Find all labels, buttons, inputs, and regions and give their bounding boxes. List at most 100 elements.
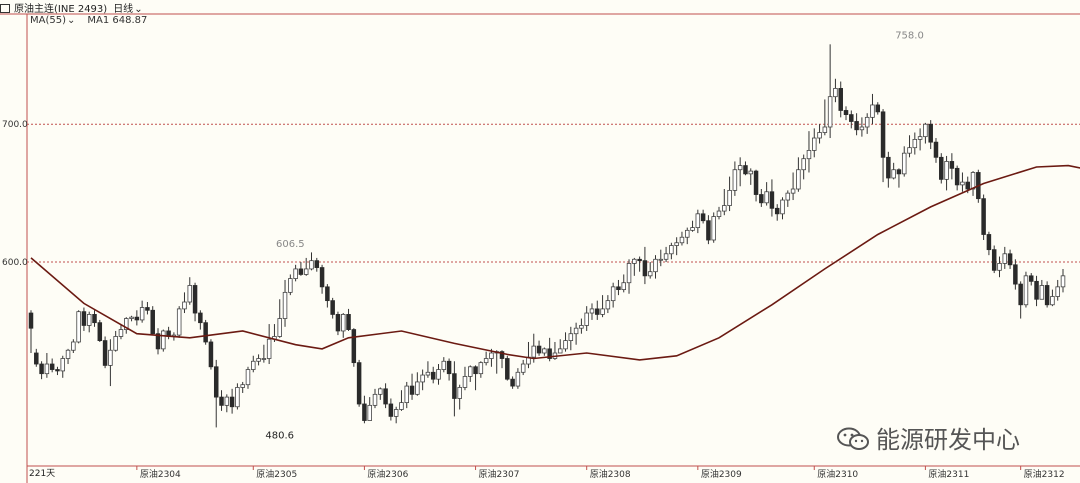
candle-up [340,314,346,332]
candle-up [732,169,738,191]
candle-down [536,345,542,354]
candle-down [1013,264,1018,285]
candle-up [483,358,489,364]
x-tick-label: 原油2305 [256,468,297,480]
candle-up [71,341,76,351]
candle-down [28,312,34,329]
candle-up [827,96,833,128]
x-tick-label: 原油2306 [367,468,408,480]
candle-up [658,258,664,261]
candle-up [716,210,722,217]
candle-up [161,330,166,350]
extreme-value-label: 606.5 [276,239,305,250]
x-tick-label: 原油2304 [140,468,181,480]
candle-up [367,404,372,421]
candle-down [213,366,219,398]
candle-up [462,376,468,388]
candle-down [1018,283,1023,306]
candle-up [1060,275,1066,288]
chart-header: 原油主连(INE 2493) 日线⌄ [0,0,155,15]
candle-down [314,260,320,268]
x-tick-label: 原油2309 [701,468,742,480]
instrument-title[interactable]: 原油主连(INE 2493) [14,4,108,15]
candle-up [118,329,124,337]
candle-down [102,340,108,366]
candle-up [589,308,595,314]
candle-up [457,387,462,399]
candle-up [277,318,282,337]
candle-up [722,205,727,212]
candle-up [891,169,896,179]
candle-down [155,333,161,350]
candle-up [425,371,431,376]
candle-up [790,188,796,194]
candle-down [547,348,552,359]
candle-down [1044,285,1050,306]
candle-up [796,169,801,190]
candle-up [415,381,420,395]
candle-down [388,403,394,417]
candle-up [520,363,526,373]
candle-up [663,253,669,260]
candle-up [76,311,81,343]
candle-up [378,388,383,395]
candle-up [817,132,822,139]
candle-down [145,307,150,311]
ma-line [30,164,1080,361]
candle-up [917,136,923,140]
candle-up [647,271,653,277]
candle-up [944,161,949,180]
candle-down [362,403,367,421]
candle-down [700,213,706,222]
ma-selector[interactable]: MA(55)⌄ [30,15,81,26]
x-tick-label: 原油2311 [928,468,969,480]
extreme-value-label: 758.0 [895,30,924,41]
candle-up [801,158,806,171]
candle-down [849,114,854,122]
candle-up [224,396,230,406]
extreme-value-label: 480.6 [265,431,294,442]
candle-down [219,396,224,406]
candle-up [436,369,441,380]
candle-down [981,198,986,235]
candle-up [404,385,410,404]
candle-up [187,285,193,303]
candle-up [293,268,298,279]
candle-down [150,309,155,335]
period-selector[interactable]: 日线⌄ [113,4,148,15]
candle-up [859,126,865,131]
y-tick-label: 600.0 [2,258,28,268]
candle-up [372,393,378,406]
candle-up [60,358,66,372]
candle-down [203,322,208,343]
candle-up [901,152,907,175]
candle-up [764,191,769,204]
candle-down [743,165,748,175]
x-tick-label: 原油2310 [817,468,858,480]
candle-up [420,374,425,383]
window-icon[interactable] [0,4,10,13]
candle-down [430,371,436,380]
candle-down [954,167,960,186]
candle-up [674,242,679,246]
candle-up [1002,253,1008,264]
candle-up [748,170,754,175]
candle-up [282,291,288,319]
candle-up [235,387,240,408]
candle-down [1034,280,1039,300]
candle-up [86,314,92,326]
candle-up [870,104,875,118]
candle-up [531,345,537,358]
candle-down [965,181,970,190]
candle-up [261,358,267,360]
candle-down [134,316,140,321]
candle-down [1028,275,1034,282]
candle-down [351,329,357,364]
candle-down [986,234,992,251]
candle-up [393,409,399,417]
candle-up [441,360,447,370]
candle-down [335,314,341,332]
candle-down [843,110,849,115]
candle-down [759,194,764,204]
